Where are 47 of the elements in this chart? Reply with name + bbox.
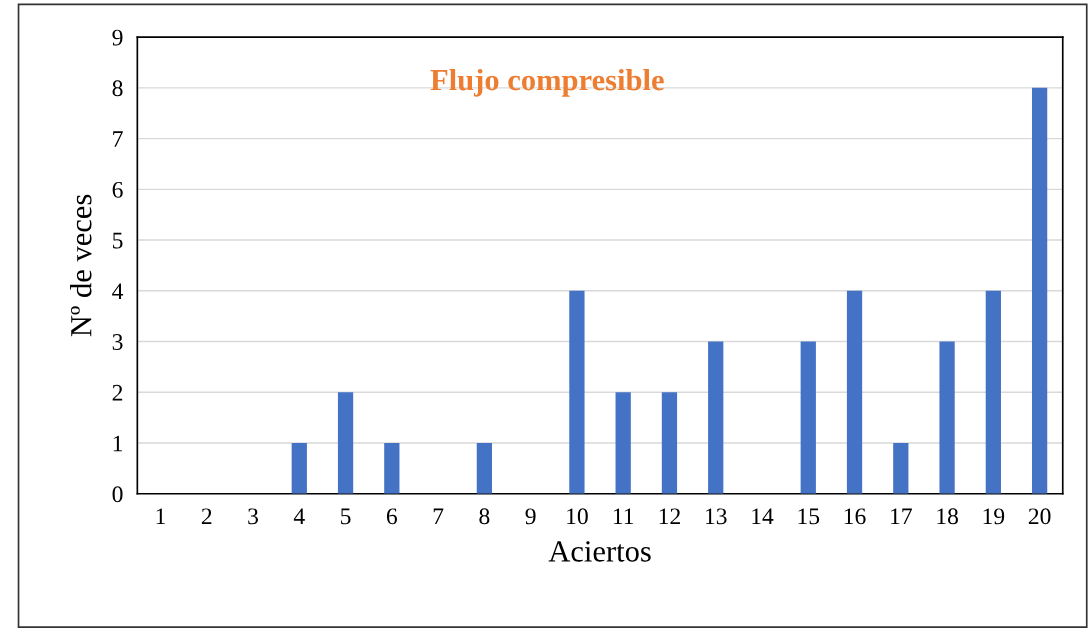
y-tick-label: 5	[113, 232, 123, 249]
bar	[291, 443, 307, 494]
x-tick-label: 17	[891, 508, 912, 525]
x-tick-label: 8	[479, 508, 490, 525]
x-tick-label: 16	[844, 508, 866, 525]
bar	[615, 392, 631, 494]
x-tick-label: 7	[433, 508, 444, 525]
y-tick-label: 8	[112, 80, 123, 97]
x-tick-label: 10	[567, 508, 588, 525]
x-tick-label: 3	[248, 508, 258, 525]
bar	[985, 290, 1001, 494]
x-tick-label: 14	[752, 508, 774, 525]
bar	[800, 341, 816, 494]
bar	[939, 341, 955, 494]
x-tick-label: 13	[705, 508, 727, 525]
x-tick-label: 19	[983, 508, 1005, 525]
y-tick-label: 0	[112, 486, 123, 503]
x-tick-label: 18	[937, 508, 958, 525]
bar	[1031, 87, 1048, 494]
x-tick-label: 11	[613, 508, 634, 525]
bar	[661, 392, 678, 494]
bar	[337, 392, 354, 494]
y-tick-label: 9	[112, 29, 123, 46]
y-axis-title: Nº de veces	[70, 194, 92, 337]
y-tick-label: 7	[113, 131, 123, 147]
x-tick-label: 9	[525, 508, 536, 525]
bar	[846, 290, 863, 494]
bar	[569, 290, 585, 494]
bar	[384, 443, 400, 494]
x-tick-label: 2	[201, 508, 212, 525]
x-tick-label: 6	[386, 508, 398, 525]
x-tick-label: 5	[341, 508, 351, 525]
y-tick-label: 6	[112, 181, 123, 198]
x-tick-label: 4	[293, 508, 305, 525]
x-tick-label: 15	[798, 508, 820, 525]
x-tick-label: 1	[156, 508, 165, 525]
bar	[476, 443, 492, 494]
x-tick-label: 12	[659, 508, 680, 525]
x-tick-label: 20	[1028, 508, 1051, 525]
bar	[708, 341, 724, 494]
text: Flujo compresible	[430, 68, 664, 97]
y-tick-label: 1	[113, 435, 123, 452]
x-axis-title: Aciertos	[548, 541, 651, 562]
bar	[893, 443, 909, 494]
y-tick-label: 4	[112, 283, 124, 299]
y-tick-label: 2	[112, 384, 123, 401]
y-tick-label: 3	[112, 334, 123, 350]
